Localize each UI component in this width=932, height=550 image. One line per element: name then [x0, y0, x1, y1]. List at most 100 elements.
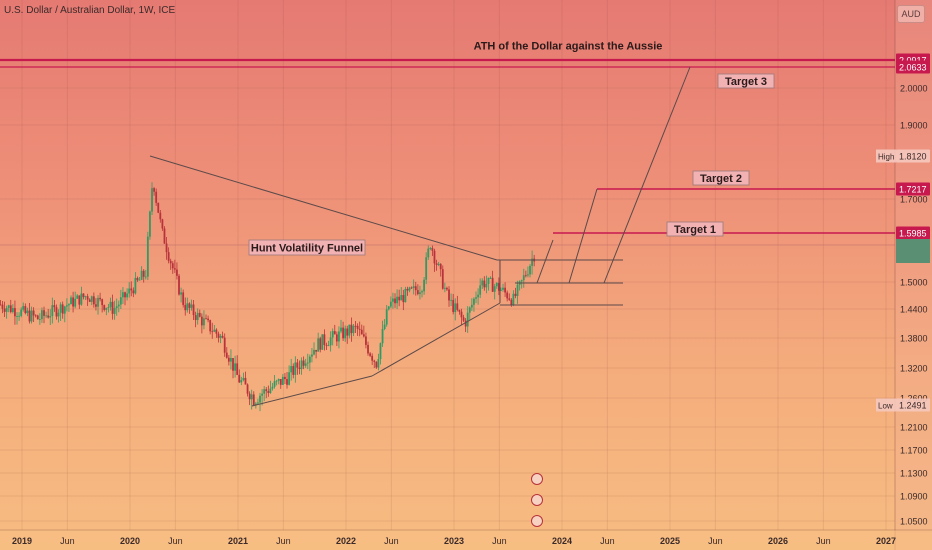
ath-annotation-text: ATH of the Dollar against the Aussie — [474, 41, 663, 53]
candle — [308, 354, 311, 372]
candle — [119, 289, 122, 310]
price-axis-panel — [895, 0, 932, 550]
ath-annotation: ATH of the Dollar against the Aussie — [474, 41, 663, 53]
candle — [63, 305, 66, 323]
candle — [36, 314, 39, 320]
candle — [531, 250, 533, 275]
price-tag-text: Low — [878, 402, 893, 411]
candle-body — [61, 304, 64, 314]
candle — [28, 302, 31, 324]
candle-body — [464, 320, 467, 327]
candle — [288, 365, 290, 386]
candle — [167, 247, 170, 264]
candle-body — [34, 315, 37, 317]
candle-body — [362, 334, 365, 337]
target1-annotation-box — [666, 221, 724, 237]
candle — [32, 307, 35, 323]
candle — [265, 387, 268, 399]
candle-body — [225, 352, 228, 358]
candle — [240, 376, 243, 386]
candle-body — [406, 288, 409, 291]
candle-body — [5, 307, 8, 312]
candle-body — [306, 362, 309, 364]
candle-body — [527, 274, 529, 276]
candle-body — [30, 310, 33, 322]
price-label-text: 1.2491 — [899, 401, 927, 411]
candle — [487, 277, 490, 291]
candle — [263, 386, 266, 402]
candle-body — [82, 293, 85, 298]
candle-body — [128, 288, 131, 294]
candle-body — [369, 353, 371, 356]
candle-body — [53, 305, 56, 308]
x-tick-label: 2022 — [336, 536, 356, 546]
candle — [159, 209, 162, 223]
candle-body — [157, 202, 160, 213]
candle-body — [435, 263, 438, 265]
candle — [306, 353, 309, 370]
candle-body — [47, 315, 50, 318]
candle — [138, 276, 141, 281]
candle — [9, 299, 12, 314]
candle — [26, 307, 29, 317]
candle-body — [22, 306, 25, 310]
candle — [230, 349, 232, 370]
candle-body — [381, 328, 384, 344]
candle-body — [88, 299, 91, 302]
candle-body — [163, 228, 166, 244]
candle — [34, 314, 37, 318]
candle — [273, 374, 276, 389]
candle-body — [308, 356, 311, 363]
candle-body — [350, 324, 353, 334]
candle — [477, 288, 479, 305]
candle — [78, 295, 81, 309]
candle — [383, 319, 386, 331]
candle-body — [448, 289, 450, 301]
candle — [284, 372, 286, 385]
candle-body — [441, 269, 444, 289]
target-path-line — [536, 239, 554, 284]
candle-body — [286, 379, 288, 385]
candle-body — [456, 303, 459, 310]
candle-body — [437, 263, 440, 265]
candle — [146, 231, 149, 281]
candle — [130, 281, 133, 297]
y-tick-label: 1.9000 — [900, 121, 928, 131]
candle-body — [360, 329, 363, 335]
candle — [151, 182, 153, 215]
candle — [294, 356, 297, 383]
candle — [491, 270, 494, 292]
candle — [236, 355, 239, 376]
candle-body — [200, 316, 203, 326]
funnel-line — [149, 155, 498, 261]
candle-body — [188, 303, 191, 308]
candle — [271, 382, 274, 391]
candle-body — [329, 337, 332, 346]
candle — [344, 325, 347, 342]
candle-body — [352, 325, 355, 334]
candle — [510, 298, 513, 307]
candle-body — [500, 289, 502, 291]
x-tick-label: Jun — [384, 536, 399, 546]
candle-body — [450, 299, 452, 301]
currency-badge[interactable]: AUD — [897, 5, 925, 23]
candle — [342, 321, 344, 341]
candle-body — [387, 306, 390, 310]
candle-body — [325, 344, 328, 346]
candle — [502, 283, 504, 292]
candle — [0, 299, 2, 306]
candle — [242, 372, 245, 382]
candle — [473, 297, 475, 312]
candle-body — [142, 270, 145, 277]
candle-body — [146, 236, 149, 277]
candle-body — [24, 306, 27, 314]
candle-body — [529, 265, 531, 275]
candle-body — [76, 295, 79, 299]
candle — [408, 286, 411, 293]
candles — [0, 182, 536, 412]
candle-body — [26, 310, 29, 314]
candle — [304, 358, 307, 368]
candle — [508, 293, 511, 301]
candle-body — [194, 315, 197, 321]
